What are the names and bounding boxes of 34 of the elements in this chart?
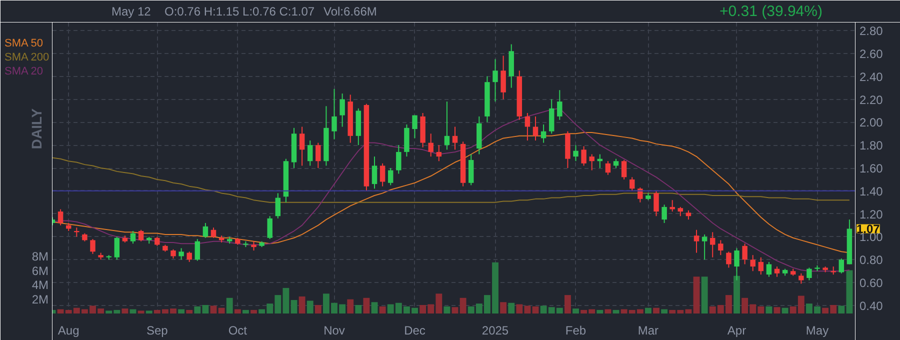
x-tick-label: Nov xyxy=(324,324,345,338)
y-tick-label: 1.20 xyxy=(860,207,884,222)
text: Vol:6.66M xyxy=(324,4,377,18)
x-tick-label: Mar xyxy=(638,324,659,338)
text: DAILY xyxy=(28,108,44,150)
x-tick-label: May xyxy=(806,324,829,338)
x-tick-label: Oct xyxy=(228,324,248,338)
y-tick-label: 0.60 xyxy=(860,276,884,290)
x-tick-label: Dec xyxy=(404,324,426,338)
y-tick-label: 2.20 xyxy=(860,92,884,107)
x-tick-label: 2025 xyxy=(482,324,509,338)
y2-tick-label: 6M xyxy=(32,264,49,278)
y2-tick-label: 4M xyxy=(32,278,49,292)
y-tick-label: 1.40 xyxy=(860,184,884,198)
x-tick-label: Sep xyxy=(146,324,168,338)
y-tick-label: 0.40 xyxy=(860,298,884,313)
x-tick-label: Aug xyxy=(58,324,80,338)
y-tick-label: 2.80 xyxy=(860,24,884,38)
text: O:0.76 H:1.15 L:0.76 C:1.07 xyxy=(164,4,315,18)
y-tick-label: 1.80 xyxy=(860,138,884,153)
text: SMA 20 xyxy=(4,66,44,78)
text: SMA 200 xyxy=(4,52,50,64)
y2-tick-label: 8M xyxy=(32,250,49,264)
y-tick-label: 2.60 xyxy=(860,46,884,61)
y-tick-label: 0.80 xyxy=(860,253,884,268)
y-tick-label: 1.60 xyxy=(860,162,884,176)
y-tick-label: 2.40 xyxy=(860,70,884,84)
x-tick-label: Feb xyxy=(565,324,586,338)
text: SMA 50 xyxy=(4,38,44,50)
x-tick-label: Apr xyxy=(727,324,746,338)
text: +0.31 (39.94%) xyxy=(720,3,822,20)
y2-tick-label: 2M xyxy=(32,292,49,306)
y-tick-label: 2.00 xyxy=(860,116,884,130)
text: May 12 xyxy=(112,4,152,18)
